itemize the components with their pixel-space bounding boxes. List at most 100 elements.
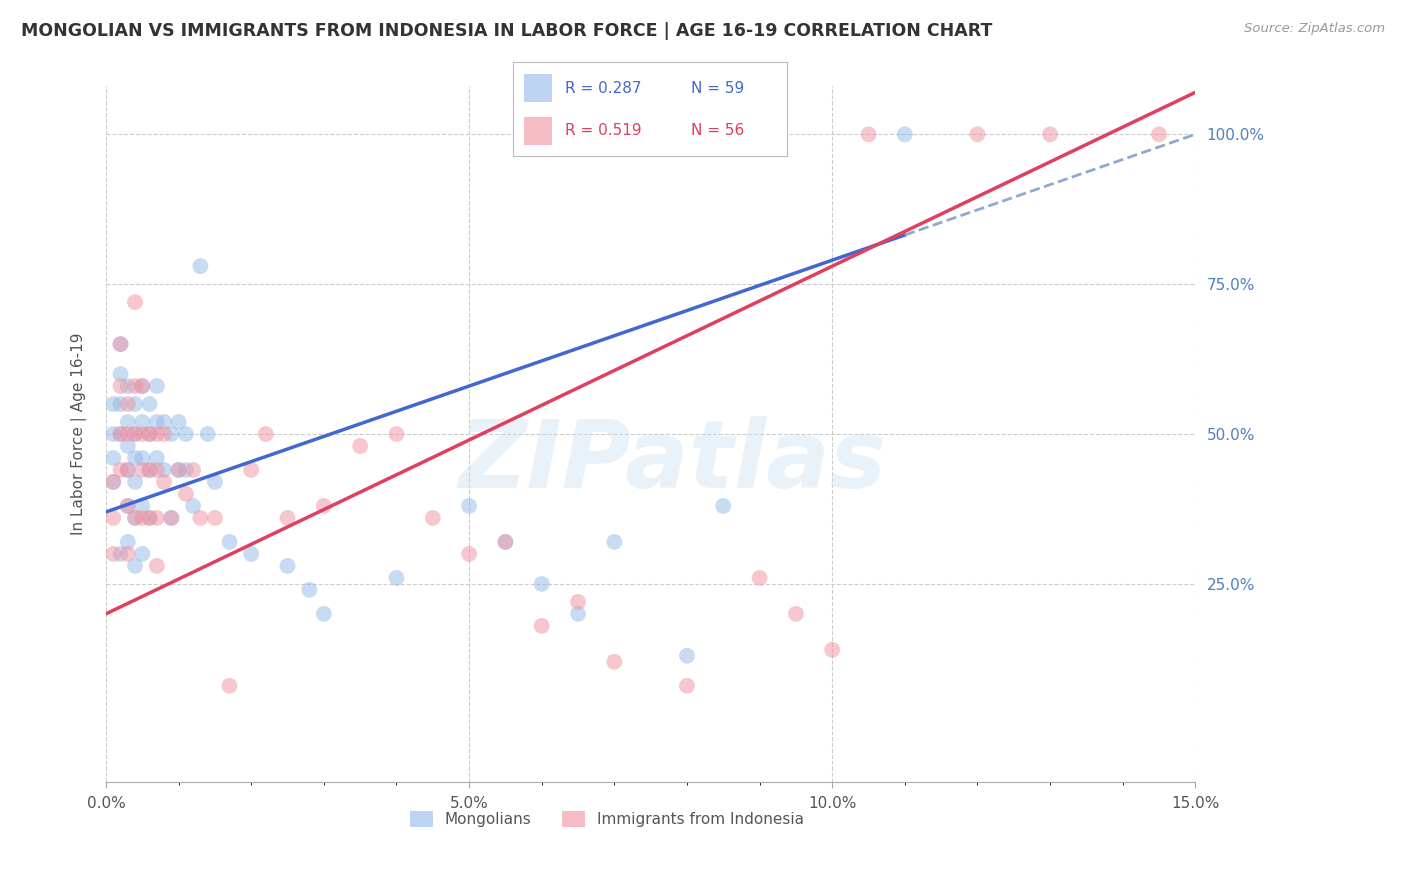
Point	[124, 511, 146, 525]
Point	[103, 450, 125, 465]
Point	[153, 463, 176, 477]
Point	[103, 397, 125, 411]
Point	[676, 679, 699, 693]
Point	[494, 535, 516, 549]
Point	[494, 535, 516, 549]
Point	[567, 595, 589, 609]
Point	[277, 558, 299, 573]
Point	[1039, 128, 1062, 142]
Point	[174, 487, 197, 501]
Point	[146, 511, 169, 525]
Point	[218, 535, 240, 549]
Point	[110, 427, 132, 442]
Point	[110, 547, 132, 561]
Point	[131, 499, 153, 513]
Point	[422, 511, 444, 525]
Point	[167, 415, 190, 429]
Point	[181, 499, 204, 513]
Point	[530, 577, 553, 591]
Point	[385, 427, 408, 442]
Point	[240, 547, 263, 561]
Text: ZIPatlas: ZIPatlas	[458, 416, 887, 508]
Point	[254, 427, 277, 442]
Point	[821, 642, 844, 657]
Point	[146, 463, 169, 477]
Point	[160, 511, 183, 525]
Y-axis label: In Labor Force | Age 16-19: In Labor Force | Age 16-19	[72, 333, 87, 535]
Point	[117, 463, 139, 477]
Point	[138, 427, 160, 442]
Point	[124, 295, 146, 310]
Point	[894, 128, 917, 142]
Point	[567, 607, 589, 621]
Point	[530, 619, 553, 633]
Point	[676, 648, 699, 663]
Point	[138, 427, 160, 442]
Point	[197, 427, 219, 442]
Point	[117, 439, 139, 453]
Bar	[524, 117, 551, 145]
Text: R = 0.519: R = 0.519	[565, 123, 643, 138]
Point	[110, 397, 132, 411]
Text: N = 59: N = 59	[692, 80, 745, 95]
Bar	[524, 74, 551, 102]
Point	[110, 427, 132, 442]
Point	[146, 558, 169, 573]
Legend: Mongolians, Immigrants from Indonesia: Mongolians, Immigrants from Indonesia	[404, 805, 810, 833]
Point	[117, 415, 139, 429]
Point	[312, 499, 335, 513]
Point	[124, 511, 146, 525]
Point	[110, 337, 132, 351]
Point	[458, 547, 481, 561]
Point	[785, 607, 807, 621]
Point	[1147, 128, 1170, 142]
Point	[124, 379, 146, 393]
Point	[153, 415, 176, 429]
Point	[110, 379, 132, 393]
Point	[146, 427, 169, 442]
Point	[117, 499, 139, 513]
Point	[204, 475, 226, 489]
Text: N = 56: N = 56	[692, 123, 745, 138]
Point	[174, 427, 197, 442]
Point	[174, 463, 197, 477]
Point	[124, 427, 146, 442]
Text: R = 0.287: R = 0.287	[565, 80, 641, 95]
Point	[160, 427, 183, 442]
Point	[603, 535, 626, 549]
Point	[124, 558, 146, 573]
Point	[103, 475, 125, 489]
Point	[117, 427, 139, 442]
Point	[117, 379, 139, 393]
Point	[110, 463, 132, 477]
Point	[458, 499, 481, 513]
Point	[312, 607, 335, 621]
Point	[131, 511, 153, 525]
Point	[153, 427, 176, 442]
Point	[167, 463, 190, 477]
Point	[146, 450, 169, 465]
Point	[138, 463, 160, 477]
Point	[181, 463, 204, 477]
Point	[858, 128, 880, 142]
Point	[131, 379, 153, 393]
Point	[204, 511, 226, 525]
Point	[124, 475, 146, 489]
Point	[131, 450, 153, 465]
Point	[966, 128, 988, 142]
Text: MONGOLIAN VS IMMIGRANTS FROM INDONESIA IN LABOR FORCE | AGE 16-19 CORRELATION CH: MONGOLIAN VS IMMIGRANTS FROM INDONESIA I…	[21, 22, 993, 40]
Point	[124, 397, 146, 411]
Point	[103, 547, 125, 561]
Point	[277, 511, 299, 525]
Point	[131, 463, 153, 477]
Point	[298, 582, 321, 597]
Point	[146, 379, 169, 393]
Point	[138, 511, 160, 525]
Point	[153, 475, 176, 489]
Point	[131, 379, 153, 393]
Point	[138, 463, 160, 477]
Point	[117, 535, 139, 549]
Point	[124, 450, 146, 465]
Point	[124, 427, 146, 442]
Point	[103, 511, 125, 525]
